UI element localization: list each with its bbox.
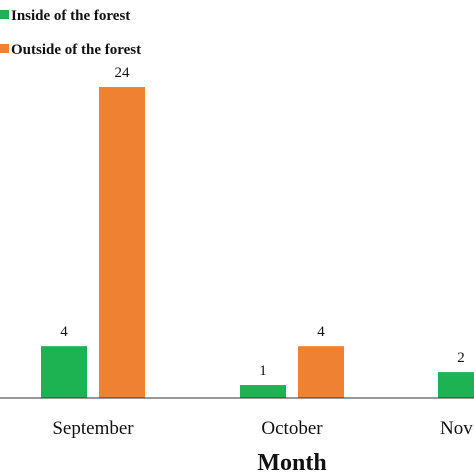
bar-september-series-2 — [99, 87, 145, 398]
bar-november-series-1 — [438, 372, 474, 398]
legend: Inside of the forest Outside of the fore… — [0, 8, 141, 58]
tick-label-october: October — [261, 418, 323, 439]
value-label-september-series-2: 24 — [115, 65, 131, 81]
value-label-september-series-1: 4 — [60, 324, 68, 340]
bar-september-series-1 — [41, 346, 87, 398]
value-labels-layer: 4 24 1 4 2 — [60, 65, 465, 379]
bar-october-series-1 — [240, 385, 286, 398]
legend-swatch-inside — [0, 10, 9, 19]
value-label-november-series-1: 2 — [457, 350, 465, 366]
bar-october-series-2 — [298, 346, 344, 398]
legend-label-inside: Inside of the forest — [11, 8, 130, 24]
x-axis-title: Month — [257, 450, 326, 474]
tick-label-november: Nov — [440, 418, 473, 439]
value-label-october-series-2: 4 — [317, 324, 325, 340]
value-label-october-series-1: 1 — [259, 363, 267, 379]
bars-layer — [41, 87, 474, 398]
legend-swatch-outside — [0, 44, 9, 53]
tick-label-september: September — [52, 418, 134, 439]
x-tick-labels: September October Nov — [52, 418, 473, 439]
legend-item-outside: Outside of the forest — [0, 42, 141, 58]
legend-label-outside: Outside of the forest — [11, 42, 141, 58]
legend-item-inside: Inside of the forest — [0, 8, 130, 24]
